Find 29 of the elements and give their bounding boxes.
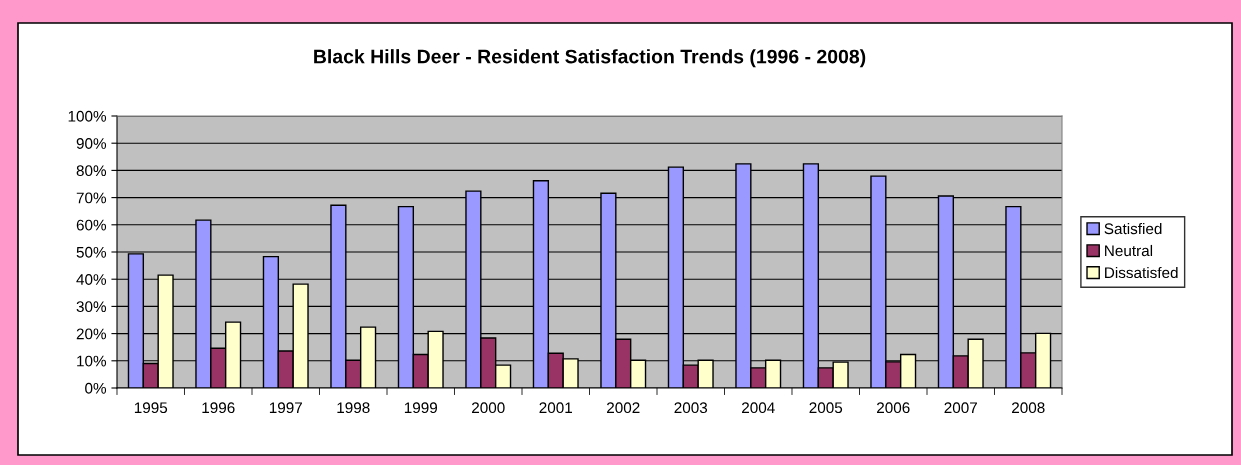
x-tick-label: 1998 (337, 402, 370, 414)
y-tick-label: 60% (76, 219, 107, 231)
legend-label: Neutral (1105, 244, 1153, 257)
y-tick-label: 30% (76, 301, 107, 313)
x-tick-label: 2001 (539, 402, 572, 414)
y-tick-label: 0% (85, 382, 107, 394)
x-tick-label: 2007 (944, 402, 977, 414)
y-tick-label: 90% (76, 138, 107, 149)
y-tick-label: 50% (76, 246, 107, 258)
y-tick-label: 20% (76, 328, 107, 340)
y-tick-label: 100% (68, 110, 107, 122)
y-tick-label: 80% (76, 165, 107, 177)
x-tick-label: 2002 (607, 402, 640, 414)
x-tick-label: 1995 (134, 402, 168, 414)
x-tick-label: 2000 (472, 402, 505, 414)
x-tick-label: 1997 (269, 402, 302, 414)
x-tick-label: 2004 (742, 402, 775, 414)
y-tick-label: 70% (76, 192, 107, 204)
legend-label: Satisfied (1104, 222, 1162, 235)
x-tick-label: 1996 (202, 402, 235, 414)
y-tick-label: 40% (76, 274, 107, 285)
y-tick-label: 10% (77, 355, 107, 367)
x-tick-label: 1999 (404, 402, 438, 414)
x-tick-label: 2005 (809, 402, 843, 414)
x-tick-label: 2006 (877, 402, 910, 414)
chart-title: Black Hills Deer - Resident Satisfaction Trends (1996 - 2008) (314, 49, 866, 68)
legend-label: Dissatisfed (1105, 266, 1178, 279)
x-tick-label: 2008 (1012, 402, 1045, 414)
x-tick-label: 2003 (674, 402, 708, 414)
